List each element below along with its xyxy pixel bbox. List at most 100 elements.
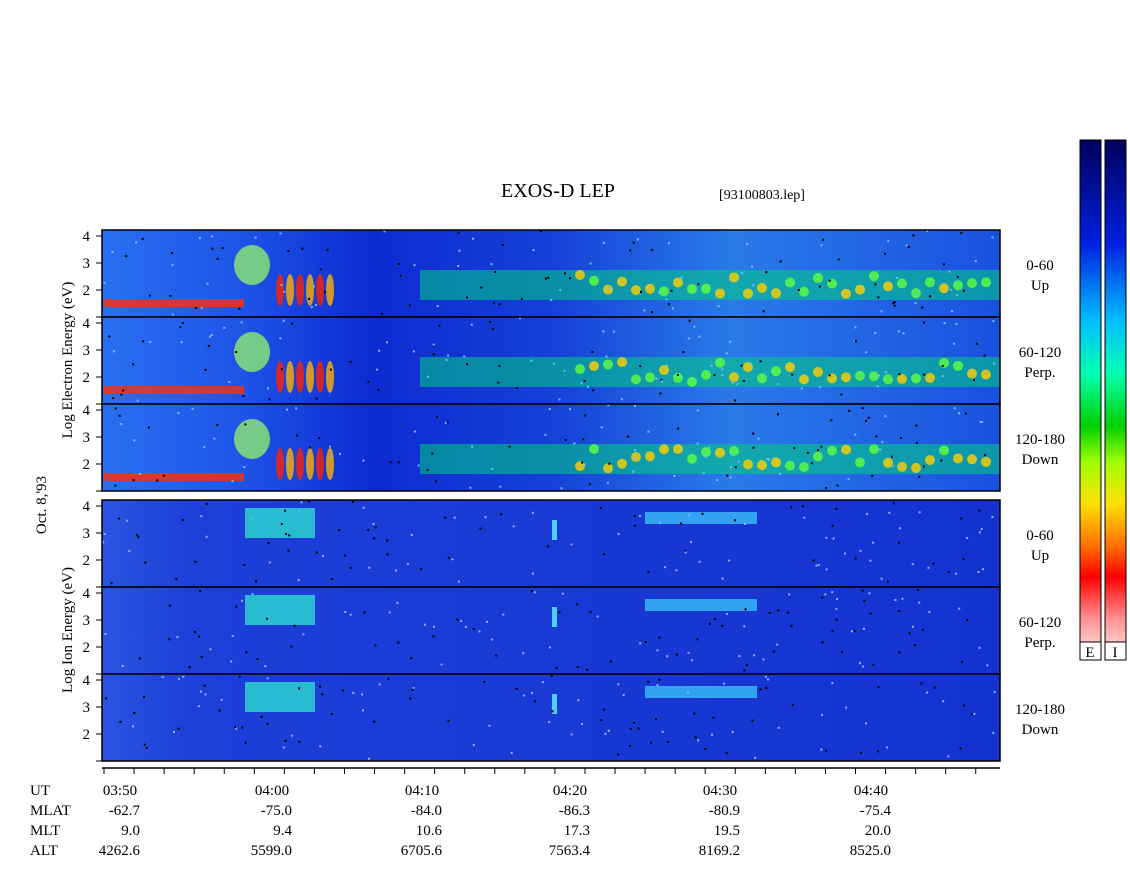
noise [558, 398, 561, 401]
noise [633, 404, 636, 407]
spectrogram-blob [326, 448, 334, 480]
noise [979, 421, 982, 424]
noise [713, 618, 716, 621]
spectrogram-blob [813, 273, 823, 284]
noise [132, 479, 135, 482]
colorbar-label: I [1113, 645, 1118, 661]
noise [684, 551, 687, 554]
noise [351, 500, 354, 503]
noise [397, 641, 400, 644]
noise [983, 354, 986, 357]
noise [825, 536, 828, 539]
noise [743, 522, 746, 525]
row-label: MLAT [30, 803, 71, 819]
noise [583, 463, 586, 466]
noise [515, 687, 518, 690]
noise [966, 536, 969, 539]
noise [139, 472, 142, 475]
noise [982, 568, 985, 571]
noise [693, 325, 696, 328]
panel-range: 120-180 [1015, 432, 1065, 448]
noise [296, 434, 299, 437]
noise [156, 479, 159, 482]
noise [444, 516, 447, 519]
noise [386, 553, 389, 556]
noise [472, 627, 475, 630]
noise [711, 733, 714, 736]
spectrogram-blob [715, 288, 725, 299]
noise [859, 662, 862, 665]
spectrogram-blob [234, 245, 270, 285]
noise [821, 596, 824, 599]
spectrogram-blob [981, 369, 991, 380]
noise [171, 313, 174, 316]
noise [589, 262, 592, 265]
noise [498, 365, 501, 368]
noise [778, 472, 781, 475]
panel-range: 120-180 [1015, 702, 1065, 718]
noise [432, 353, 435, 356]
noise [120, 393, 123, 396]
noise [687, 337, 690, 340]
spectrogram-blob [785, 277, 795, 288]
noise [697, 739, 700, 742]
spectrogram-blob [981, 456, 991, 467]
noise [743, 669, 746, 672]
noise [772, 650, 775, 653]
noise [892, 502, 895, 505]
noise [880, 310, 883, 313]
noise [835, 507, 838, 510]
noise [138, 657, 141, 660]
noise [104, 632, 107, 635]
noise [564, 272, 567, 275]
spectrogram-blob [575, 270, 585, 281]
panel-range: 0-60 [1026, 528, 1054, 544]
noise [696, 442, 699, 445]
noise [520, 297, 523, 300]
spectrogram-blob [286, 361, 294, 393]
noise [307, 297, 310, 300]
noise [726, 612, 729, 615]
noise [169, 294, 172, 297]
noise [664, 566, 667, 569]
noise [712, 716, 715, 719]
noise [287, 549, 290, 552]
noise [205, 502, 208, 505]
noise [820, 244, 823, 247]
noise [752, 432, 755, 435]
noise [617, 683, 620, 686]
noise [753, 654, 756, 657]
noise [707, 446, 710, 449]
noise [220, 698, 223, 701]
noise [687, 691, 690, 694]
noise [132, 725, 135, 728]
noise [757, 437, 760, 440]
noise [548, 721, 551, 724]
spectrogram-blob [757, 282, 767, 293]
noise [231, 480, 234, 483]
noise [208, 335, 211, 338]
noise [235, 727, 238, 730]
noise [869, 559, 872, 562]
noise [696, 409, 699, 412]
noise [444, 421, 447, 424]
noise [986, 664, 989, 667]
noise [948, 270, 951, 273]
spectrogram-blob [925, 372, 935, 383]
noise [966, 619, 969, 622]
noise [431, 452, 434, 455]
spectrogram-blob [939, 445, 949, 456]
noise [440, 663, 443, 666]
noise [777, 726, 780, 729]
spectrogram-blob [925, 455, 935, 466]
noise [133, 712, 136, 715]
noise [321, 555, 324, 558]
noise [776, 382, 779, 385]
panel-direction: Up [1031, 278, 1049, 294]
noise [762, 658, 765, 661]
noise [349, 360, 352, 363]
noise [726, 474, 729, 477]
row-value: 7563.4 [549, 843, 591, 859]
spectrogram-blob [673, 277, 683, 288]
noise [733, 519, 736, 522]
